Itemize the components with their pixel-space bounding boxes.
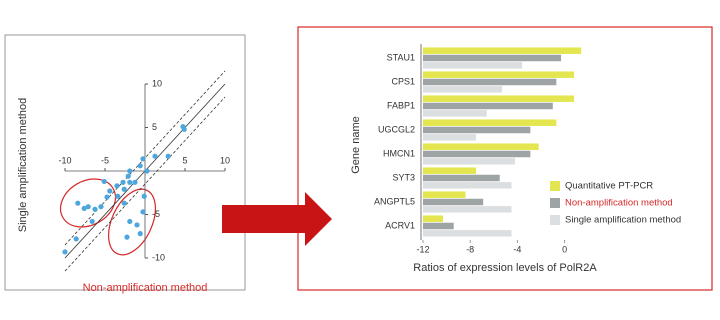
bar — [423, 126, 531, 134]
point — [144, 168, 150, 174]
y-tick-label: 10 — [152, 78, 162, 88]
bar — [423, 215, 444, 222]
point — [140, 156, 146, 162]
bar — [423, 54, 562, 62]
point — [89, 218, 95, 225]
point — [101, 178, 107, 185]
point — [124, 234, 130, 240]
bar — [423, 119, 557, 126]
y-tick-label: CPS1 — [391, 76, 415, 86]
x-tick-label: 0 — [562, 244, 567, 254]
bar — [423, 167, 477, 174]
left-panel-frame — [4, 34, 246, 291]
arrow — [222, 192, 332, 246]
bar — [423, 95, 575, 102]
bar — [423, 198, 484, 206]
point — [107, 188, 113, 194]
y-tick-label: -10 — [152, 252, 165, 262]
point — [165, 153, 171, 159]
x-tick-label: -5 — [101, 155, 109, 165]
y-tick-label: -5 — [152, 209, 160, 219]
point — [127, 168, 133, 174]
bar — [423, 206, 512, 213]
x-axis-title: Non-amplification method — [83, 282, 208, 294]
bar — [423, 182, 512, 189]
legend-swatch — [550, 198, 560, 208]
band-line — [64, 96, 226, 272]
point — [141, 193, 147, 199]
bar — [423, 158, 516, 165]
legend-label: Single amplification method — [565, 215, 681, 226]
bar — [423, 222, 454, 230]
bar — [423, 150, 531, 158]
point — [121, 200, 127, 206]
point — [137, 163, 143, 169]
x-tick-label: -8 — [466, 244, 474, 254]
bar — [423, 191, 466, 198]
bar — [423, 71, 575, 78]
highlight-ellipse — [108, 188, 156, 256]
x-tick-label: -10 — [58, 155, 71, 165]
point — [73, 236, 79, 242]
point — [75, 200, 81, 206]
bar — [423, 134, 477, 141]
y-tick-label: FABP1 — [387, 100, 415, 110]
point — [81, 205, 87, 212]
y-axis-title: Gene name — [350, 116, 362, 173]
point — [85, 204, 91, 210]
x-axis-title: Ratios of expression levels of PolR2A — [413, 262, 597, 274]
bar — [423, 86, 503, 93]
x-tick-label: -12 — [416, 244, 429, 254]
bar — [423, 62, 523, 69]
bar-chart: Gene name Ratios of expression levels of… — [350, 44, 681, 274]
right-panel-frame — [297, 26, 713, 291]
y-tick-label: SYT3 — [392, 172, 415, 182]
band-line — [64, 70, 226, 246]
bar — [423, 174, 500, 182]
point — [134, 222, 140, 228]
point — [127, 179, 133, 185]
point — [181, 126, 187, 132]
point — [127, 218, 133, 225]
scatter-chart: Single amplification method Non-amplific… — [17, 70, 230, 294]
y-tick-label: STAU1 — [387, 52, 415, 62]
x-tick-label: -4 — [513, 244, 521, 254]
legend-label: Quantitative PT-PCR — [565, 181, 653, 192]
bar — [423, 143, 539, 150]
bar — [423, 78, 557, 86]
bar — [423, 47, 582, 54]
highlight-ellipse — [59, 178, 117, 228]
y-tick-label: HMCN1 — [383, 148, 415, 158]
legend-label: Non-amplification method — [565, 198, 673, 209]
point — [92, 206, 98, 212]
point — [152, 153, 158, 159]
y-tick-label: UGCGL2 — [378, 124, 415, 134]
bar — [423, 110, 487, 117]
y-tick-label: 5 — [152, 122, 157, 132]
x-tick-label: 5 — [182, 155, 187, 165]
point — [62, 249, 68, 255]
point — [140, 209, 146, 215]
point — [115, 193, 121, 199]
point — [125, 173, 131, 179]
point — [132, 179, 138, 185]
point — [98, 204, 104, 210]
bar — [423, 102, 553, 110]
point — [114, 183, 120, 189]
legend-swatch — [550, 181, 560, 191]
bar — [423, 230, 512, 237]
point — [121, 186, 127, 192]
point — [104, 194, 110, 200]
y-tick-label: ACRV1 — [385, 220, 415, 230]
x-tick-label: 10 — [220, 155, 230, 165]
legend-swatch — [550, 215, 560, 225]
point — [120, 179, 126, 185]
point — [137, 231, 143, 237]
y-tick-label: ANGPTL5 — [374, 196, 415, 206]
y-axis-title: Single amplification method — [17, 98, 29, 233]
